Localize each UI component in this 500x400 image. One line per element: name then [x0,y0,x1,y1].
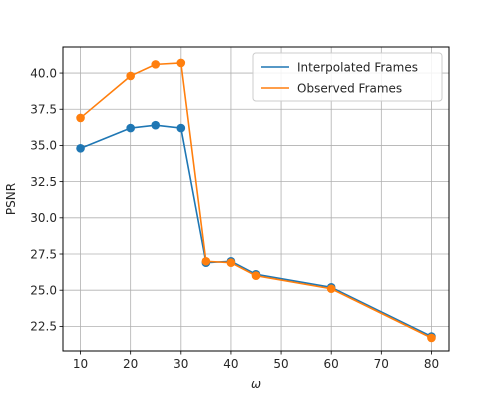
x-tick-label: 30 [173,357,188,371]
data-point-interpolated-frames [126,123,135,133]
y-tick-label: 30.0 [30,211,57,225]
y-tick-label: 25.0 [30,284,57,298]
y-tick-label: 32.5 [30,175,57,189]
data-point-interpolated-frames [151,120,161,130]
tick-layer: 10 20 30 40 50 60 70 80 22.5 25.0 27.5 30.0 32.5 35.0… [30,66,439,371]
data-point-interpolated-frames [76,144,85,153]
x-tick-label: 50 [273,357,288,371]
x-tick-label: 80 [424,357,439,371]
series-line-observed-frames [80,62,432,339]
y-tick-label: 22.5 [30,320,57,334]
data-point-observed-frames [251,271,261,281]
y-tick-label: 27.5 [30,247,57,261]
data-point-observed-frames [326,284,336,294]
data-point-observed-frames [151,60,161,69]
data-point-observed-frames [427,333,436,343]
data-point-interpolated-frames [176,123,186,133]
y-tick-label: 40.0 [30,66,57,80]
plot-frame [62,46,450,352]
x-axis-label: ω [251,377,261,391]
legend: Interpolated Frames Observed Frames [252,52,443,102]
data-point-observed-frames [76,113,85,123]
data-point-observed-frames [176,58,186,68]
data-point-observed-frames [126,71,135,81]
x-tick-label: 40 [223,357,238,371]
x-tick-label: 60 [324,357,339,371]
legend-label: Interpolated Frames [297,60,418,74]
series-interpolated-frames [76,120,436,341]
legend-box [252,52,443,102]
x-tick-label: 10 [73,357,88,371]
data-point-observed-frames [201,256,211,266]
series-observed-frames [76,58,436,343]
x-tick-label: 70 [374,357,389,371]
y-tick-label: 35.0 [30,139,57,153]
y-axis-label: PSNR [4,183,18,215]
y-tick-label: 37.5 [30,103,57,117]
data-point-observed-frames [226,258,236,267]
x-tick-label: 20 [123,357,138,371]
legend-label: Observed Frames [297,81,402,95]
series-line-interpolated-frames [80,124,432,338]
series-layer [76,58,436,343]
